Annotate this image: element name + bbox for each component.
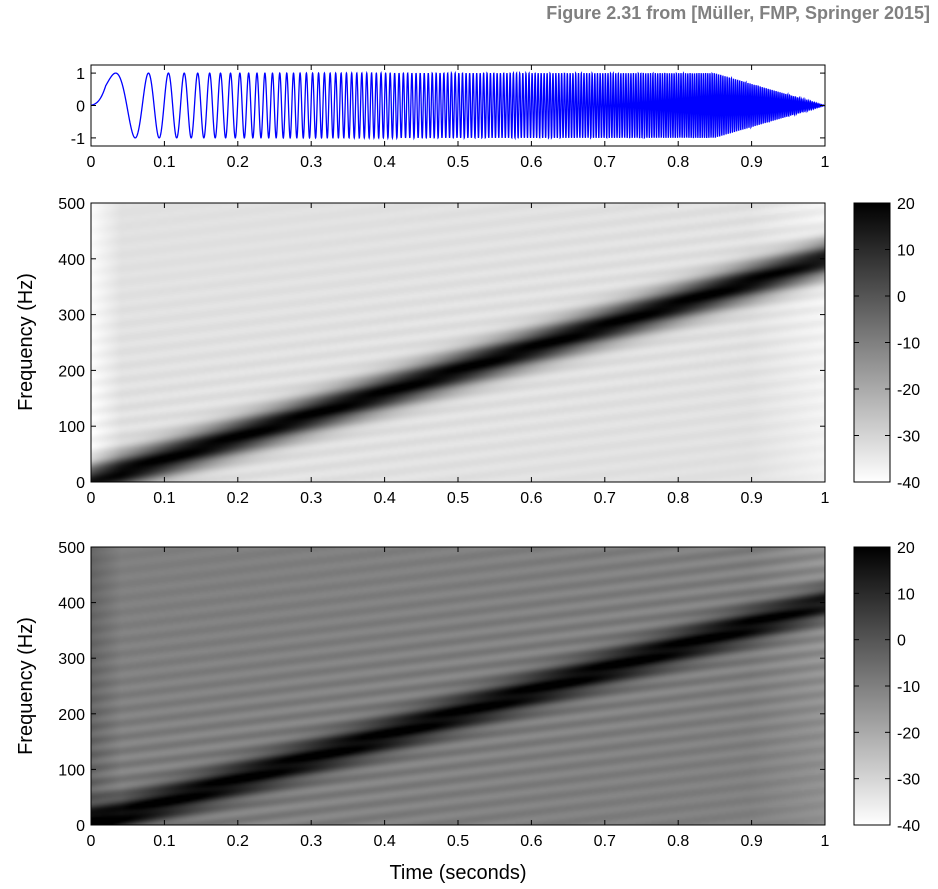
y-tick-label: 200 [58, 707, 85, 724]
colorbar-tick-label: 20 [897, 196, 915, 213]
x-tick-label: 1 [821, 154, 830, 171]
y-tick-label: 0 [76, 818, 85, 835]
waveform-y-axis: 1 0 -1 [71, 66, 825, 148]
waveform-line [90, 70, 826, 141]
spectrogram-2-ylabel: Frequency (Hz) [15, 617, 37, 755]
spectrogram-2-x-axis: 0 0.1 0.2 0.3 0.4 0.5 0.6 0.7 0.8 0.9 1 [87, 547, 830, 850]
spectrogram-2-image [91, 547, 825, 825]
x-tick-label: 0.6 [520, 833, 542, 850]
colorbar-1-axis: 20 10 0 -10 -20 -30 -40 [854, 196, 920, 492]
x-tick-label: 0 [87, 833, 96, 850]
spectrogram-1-ylabel: Frequency (Hz) [15, 273, 37, 411]
x-tick-label: 1 [821, 490, 830, 507]
colorbar-tick-label: -40 [897, 475, 920, 492]
y-tick-label: 100 [58, 762, 85, 779]
y-tick-label: 0 [76, 99, 85, 116]
y-tick-label: 500 [58, 540, 85, 557]
x-tick-label: 0.3 [300, 490, 322, 507]
x-tick-label: 0.3 [300, 154, 322, 171]
y-tick-label: 200 [58, 363, 85, 380]
x-tick-label: 0.3 [300, 833, 322, 850]
colorbar-tick-label: -20 [897, 382, 920, 399]
colorbar-tick-label: 20 [897, 540, 915, 557]
x-tick-label: 0.2 [227, 490, 249, 507]
x-tick-label: 0.5 [447, 154, 469, 171]
x-tick-label: 0.9 [740, 490, 762, 507]
spectrogram-2-panel: 0 0.1 0.2 0.3 0.4 0.5 0.6 0.7 0.8 0.9 1 500 400 300 2… [15, 540, 920, 884]
x-tick-label: 0.9 [740, 833, 762, 850]
x-tick-label: 0.6 [520, 490, 542, 507]
y-tick-label: 1 [76, 66, 85, 83]
colorbar-2 [853, 546, 891, 826]
x-tick-label: 0.7 [594, 154, 616, 171]
x-tick-label: 0.8 [667, 490, 689, 507]
colorbar-tick-label: 10 [897, 586, 915, 603]
colorbar-2-axis: 20 10 0 -10 -20 -30 -40 [854, 540, 920, 835]
x-tick-label: 0 [87, 154, 96, 171]
x-tick-label: 0.6 [520, 154, 542, 171]
colorbar-tick-label: -20 [897, 725, 920, 742]
spectrogram-2-y-axis: 500 400 300 200 100 0 [58, 540, 825, 835]
y-tick-label: 500 [58, 196, 85, 213]
colorbar-tick-label: -30 [897, 772, 920, 789]
colorbar-tick-label: 0 [897, 633, 906, 650]
figure-caption: Figure 2.31 from [Müller, FMP, Springer … [546, 3, 930, 23]
x-tick-label: 0.4 [373, 833, 395, 850]
y-tick-label: -1 [71, 131, 85, 148]
y-tick-label: 400 [58, 596, 85, 613]
spectrogram-2-xlabel: Time (seconds) [389, 862, 526, 884]
x-tick-label: 0.5 [447, 490, 469, 507]
colorbar-tick-label: -10 [897, 679, 920, 696]
x-tick-label: 1 [821, 833, 830, 850]
x-tick-label: 0.4 [373, 490, 395, 507]
x-tick-label: 0.2 [227, 154, 249, 171]
colorbar-tick-label: 0 [897, 289, 906, 306]
y-tick-label: 100 [58, 419, 85, 436]
colorbar-tick-label: -30 [897, 429, 920, 446]
y-tick-label: 400 [58, 252, 85, 269]
x-tick-label: 0 [87, 490, 96, 507]
x-tick-label: 0.1 [153, 154, 175, 171]
y-tick-label: 300 [58, 308, 85, 325]
colorbar-1 [853, 202, 891, 483]
spectrogram-1-x-axis: 0 0.1 0.2 0.3 0.4 0.5 0.6 0.7 0.8 0.9 1 [87, 203, 830, 507]
x-tick-label: 0.7 [594, 833, 616, 850]
x-tick-label: 0.9 [740, 154, 762, 171]
spectrogram-1-y-axis: 500 400 300 200 100 0 [58, 196, 825, 492]
x-tick-label: 0.1 [153, 490, 175, 507]
colorbar-tick-label: -10 [897, 336, 920, 353]
waveform-panel: 0 0.1 0.2 0.3 0.4 0.5 0.6 0.7 0.8 0.9 1 10-1 [71, 64, 830, 171]
x-tick-label: 0.2 [227, 833, 249, 850]
x-tick-label: 0.8 [667, 833, 689, 850]
x-tick-label: 0.8 [667, 154, 689, 171]
waveform-x-axis: 0 0.1 0.2 0.3 0.4 0.5 0.6 0.7 0.8 0.9 1 [87, 65, 830, 171]
x-tick-label: 0.7 [594, 490, 616, 507]
spectrogram-1-image [91, 203, 825, 482]
colorbar-tick-label: 10 [897, 243, 915, 260]
x-tick-label: 0.1 [153, 833, 175, 850]
y-tick-label: 0 [76, 475, 85, 492]
x-tick-label: 0.5 [447, 833, 469, 850]
spectrogram-1-panel: 0 0.1 0.2 0.3 0.4 0.5 0.6 0.7 0.8 0.9 1 500 400 300 2… [15, 196, 920, 507]
colorbar-tick-label: -40 [897, 818, 920, 835]
y-tick-label: 300 [58, 651, 85, 668]
x-tick-label: 0.4 [373, 154, 395, 171]
